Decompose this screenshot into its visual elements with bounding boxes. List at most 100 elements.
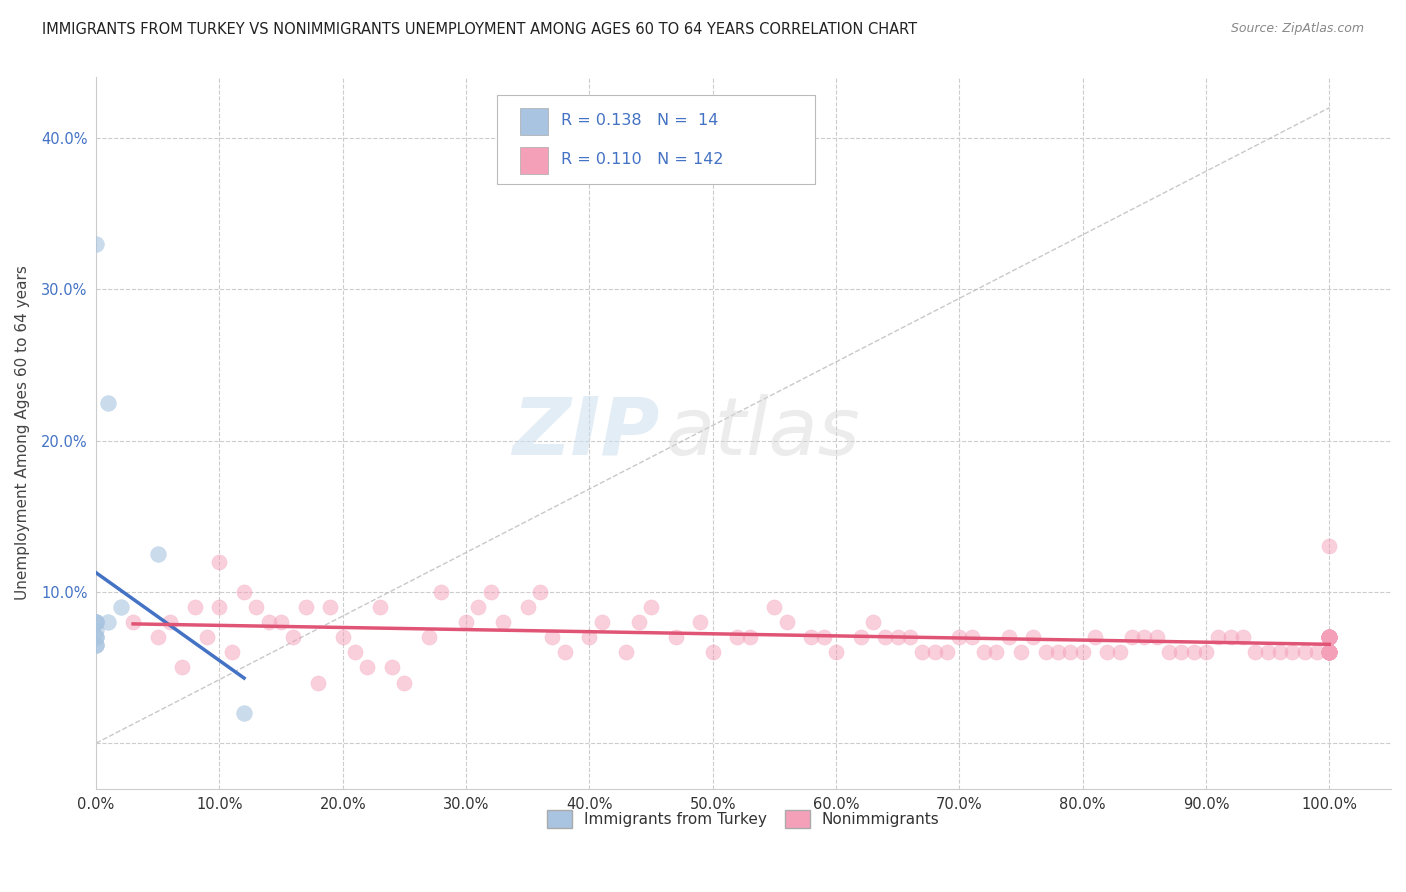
Text: ZIP: ZIP (512, 394, 659, 472)
Point (1195, 645, 1218, 659)
Point (997, 630, 1019, 644)
Point (1317, 645, 1340, 659)
Point (84, 615, 107, 629)
Point (1244, 645, 1267, 659)
Point (960, 630, 983, 644)
Point (1317, 630, 1340, 644)
Point (208, 555, 231, 569)
Point (1317, 630, 1340, 644)
Point (1317, 630, 1340, 644)
Point (270, 615, 292, 629)
Point (1317, 645, 1340, 659)
Point (454, 615, 477, 629)
Point (1317, 630, 1340, 644)
Point (1268, 645, 1291, 659)
Point (233, 585, 256, 599)
Point (394, 675, 416, 690)
Point (1022, 630, 1045, 644)
Point (479, 585, 502, 599)
Point (1317, 645, 1340, 659)
Point (332, 630, 354, 644)
Point (1121, 630, 1143, 644)
Point (1317, 630, 1340, 644)
Point (1317, 645, 1340, 659)
Text: R = 0.138   N =  14: R = 0.138 N = 14 (561, 112, 718, 128)
Point (294, 599, 316, 614)
Legend: Immigrants from Turkey, Nonimmigrants: Immigrants from Turkey, Nonimmigrants (541, 805, 946, 834)
Point (1317, 645, 1340, 659)
Point (1232, 630, 1254, 644)
Point (911, 645, 934, 659)
Point (1317, 645, 1340, 659)
Point (159, 615, 181, 629)
Point (1317, 645, 1340, 659)
Point (1133, 630, 1156, 644)
FancyBboxPatch shape (519, 108, 548, 135)
Point (1317, 630, 1340, 644)
Point (1097, 645, 1119, 659)
Point (948, 630, 970, 644)
Text: Source: ZipAtlas.com: Source: ZipAtlas.com (1230, 22, 1364, 36)
Point (84, 615, 107, 629)
Point (221, 645, 243, 659)
Point (849, 630, 872, 644)
Point (492, 615, 515, 629)
Point (1317, 645, 1340, 659)
Point (418, 630, 440, 644)
Point (245, 599, 267, 614)
Point (591, 615, 613, 629)
Point (84, 638, 107, 652)
Point (1317, 630, 1340, 644)
Point (725, 630, 748, 644)
Point (973, 645, 995, 659)
Point (616, 645, 638, 659)
Point (84, 615, 107, 629)
Point (738, 630, 761, 644)
Point (1317, 630, 1340, 644)
Point (1170, 645, 1192, 659)
Point (1317, 630, 1340, 644)
Point (1317, 630, 1340, 644)
Point (1317, 630, 1340, 644)
Point (307, 675, 329, 690)
Point (1317, 630, 1340, 644)
Point (1317, 630, 1340, 644)
Point (1317, 645, 1340, 659)
Point (1146, 630, 1168, 644)
Point (924, 645, 946, 659)
Point (257, 615, 280, 629)
Point (1071, 645, 1094, 659)
Point (1035, 645, 1057, 659)
Point (195, 630, 218, 644)
Point (1317, 645, 1340, 659)
Point (516, 599, 538, 614)
Point (1317, 645, 1340, 659)
Point (84, 630, 107, 644)
Point (1317, 630, 1340, 644)
Point (110, 599, 132, 614)
Point (886, 630, 908, 644)
Point (986, 645, 1008, 659)
Point (1317, 645, 1340, 659)
Point (1317, 540, 1340, 554)
Text: atlas: atlas (666, 394, 860, 472)
Point (541, 630, 564, 644)
Point (1317, 630, 1340, 644)
Point (84, 236, 107, 251)
Point (776, 615, 799, 629)
Point (1317, 630, 1340, 644)
Point (1182, 645, 1205, 659)
Point (627, 615, 650, 629)
Point (1317, 630, 1340, 644)
Point (578, 630, 600, 644)
Point (1317, 645, 1340, 659)
Text: R = 0.110   N = 142: R = 0.110 N = 142 (561, 152, 724, 167)
FancyBboxPatch shape (519, 147, 548, 174)
Point (319, 599, 342, 614)
Point (1084, 630, 1107, 644)
Point (689, 615, 711, 629)
Point (283, 630, 305, 644)
Point (84, 638, 107, 652)
Point (1059, 645, 1081, 659)
Point (430, 585, 453, 599)
